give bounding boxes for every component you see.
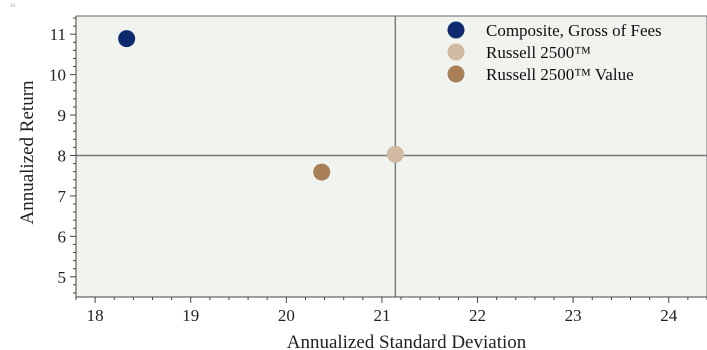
- x-tick-label: 21: [373, 306, 390, 325]
- y-tick-label: 6: [58, 227, 67, 246]
- legend-marker: [447, 21, 465, 39]
- x-tick-label: 22: [469, 306, 486, 325]
- data-point: [313, 163, 331, 181]
- x-tick-label: 24: [660, 306, 678, 325]
- data-points: [118, 30, 404, 181]
- x-tick-label: 19: [182, 306, 199, 325]
- y-tick-label: 5: [58, 268, 67, 287]
- data-point: [118, 30, 136, 48]
- y-tick-label: 10: [49, 66, 66, 85]
- legend-label: Russell 2500™ Value: [486, 65, 634, 84]
- x-axis-title: Annualized Standard Deviation: [287, 332, 527, 350]
- y-tick-label: 11: [50, 25, 66, 44]
- y-axis: 5 6 7 8 9 10 11: [49, 16, 77, 297]
- corner-label: 20: [10, 4, 16, 9]
- legend-label: Russell 2500™: [486, 43, 591, 62]
- legend-marker: [447, 43, 465, 61]
- legend-marker: [447, 65, 465, 83]
- x-tick-label: 18: [87, 306, 104, 325]
- y-tick-label: 9: [58, 106, 67, 125]
- x-axis: 18 19 20 21 22 23 24: [75, 296, 707, 325]
- y-tick-label: 7: [58, 187, 67, 206]
- x-tick-label: 20: [278, 306, 295, 325]
- y-axis-title: Annualized Return: [17, 80, 38, 225]
- x-tick-label: 23: [565, 306, 582, 325]
- legend-label: Composite, Gross of Fees: [486, 21, 662, 40]
- y-tick-label: 8: [58, 146, 67, 165]
- data-point: [386, 145, 404, 163]
- legend: Composite, Gross of Fees Russell 2500™ Rus…: [447, 21, 662, 84]
